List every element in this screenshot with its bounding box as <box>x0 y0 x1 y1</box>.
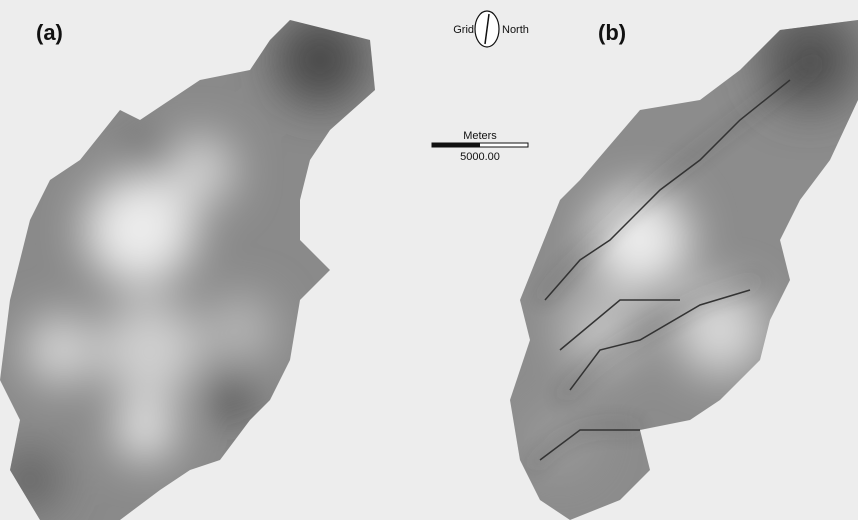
north-arrow: Grid North <box>453 11 529 47</box>
panel-label: (a) <box>36 20 63 45</box>
north-arrow-left: Grid <box>453 24 474 36</box>
map-b <box>500 0 858 520</box>
scale-bar: Meters 5000.00 <box>432 130 528 163</box>
scale-length: 5000.00 <box>460 151 500 163</box>
map-figure: (a) (b) Grid North Meters 5000.00 <box>0 0 858 520</box>
panel-label: (b) <box>598 20 626 45</box>
scale-unit: Meters <box>463 130 497 142</box>
figure: (a) (b) Grid North Meters 5000.00 <box>0 0 858 520</box>
north-arrow-right: North <box>502 24 529 36</box>
map-a <box>0 0 400 520</box>
